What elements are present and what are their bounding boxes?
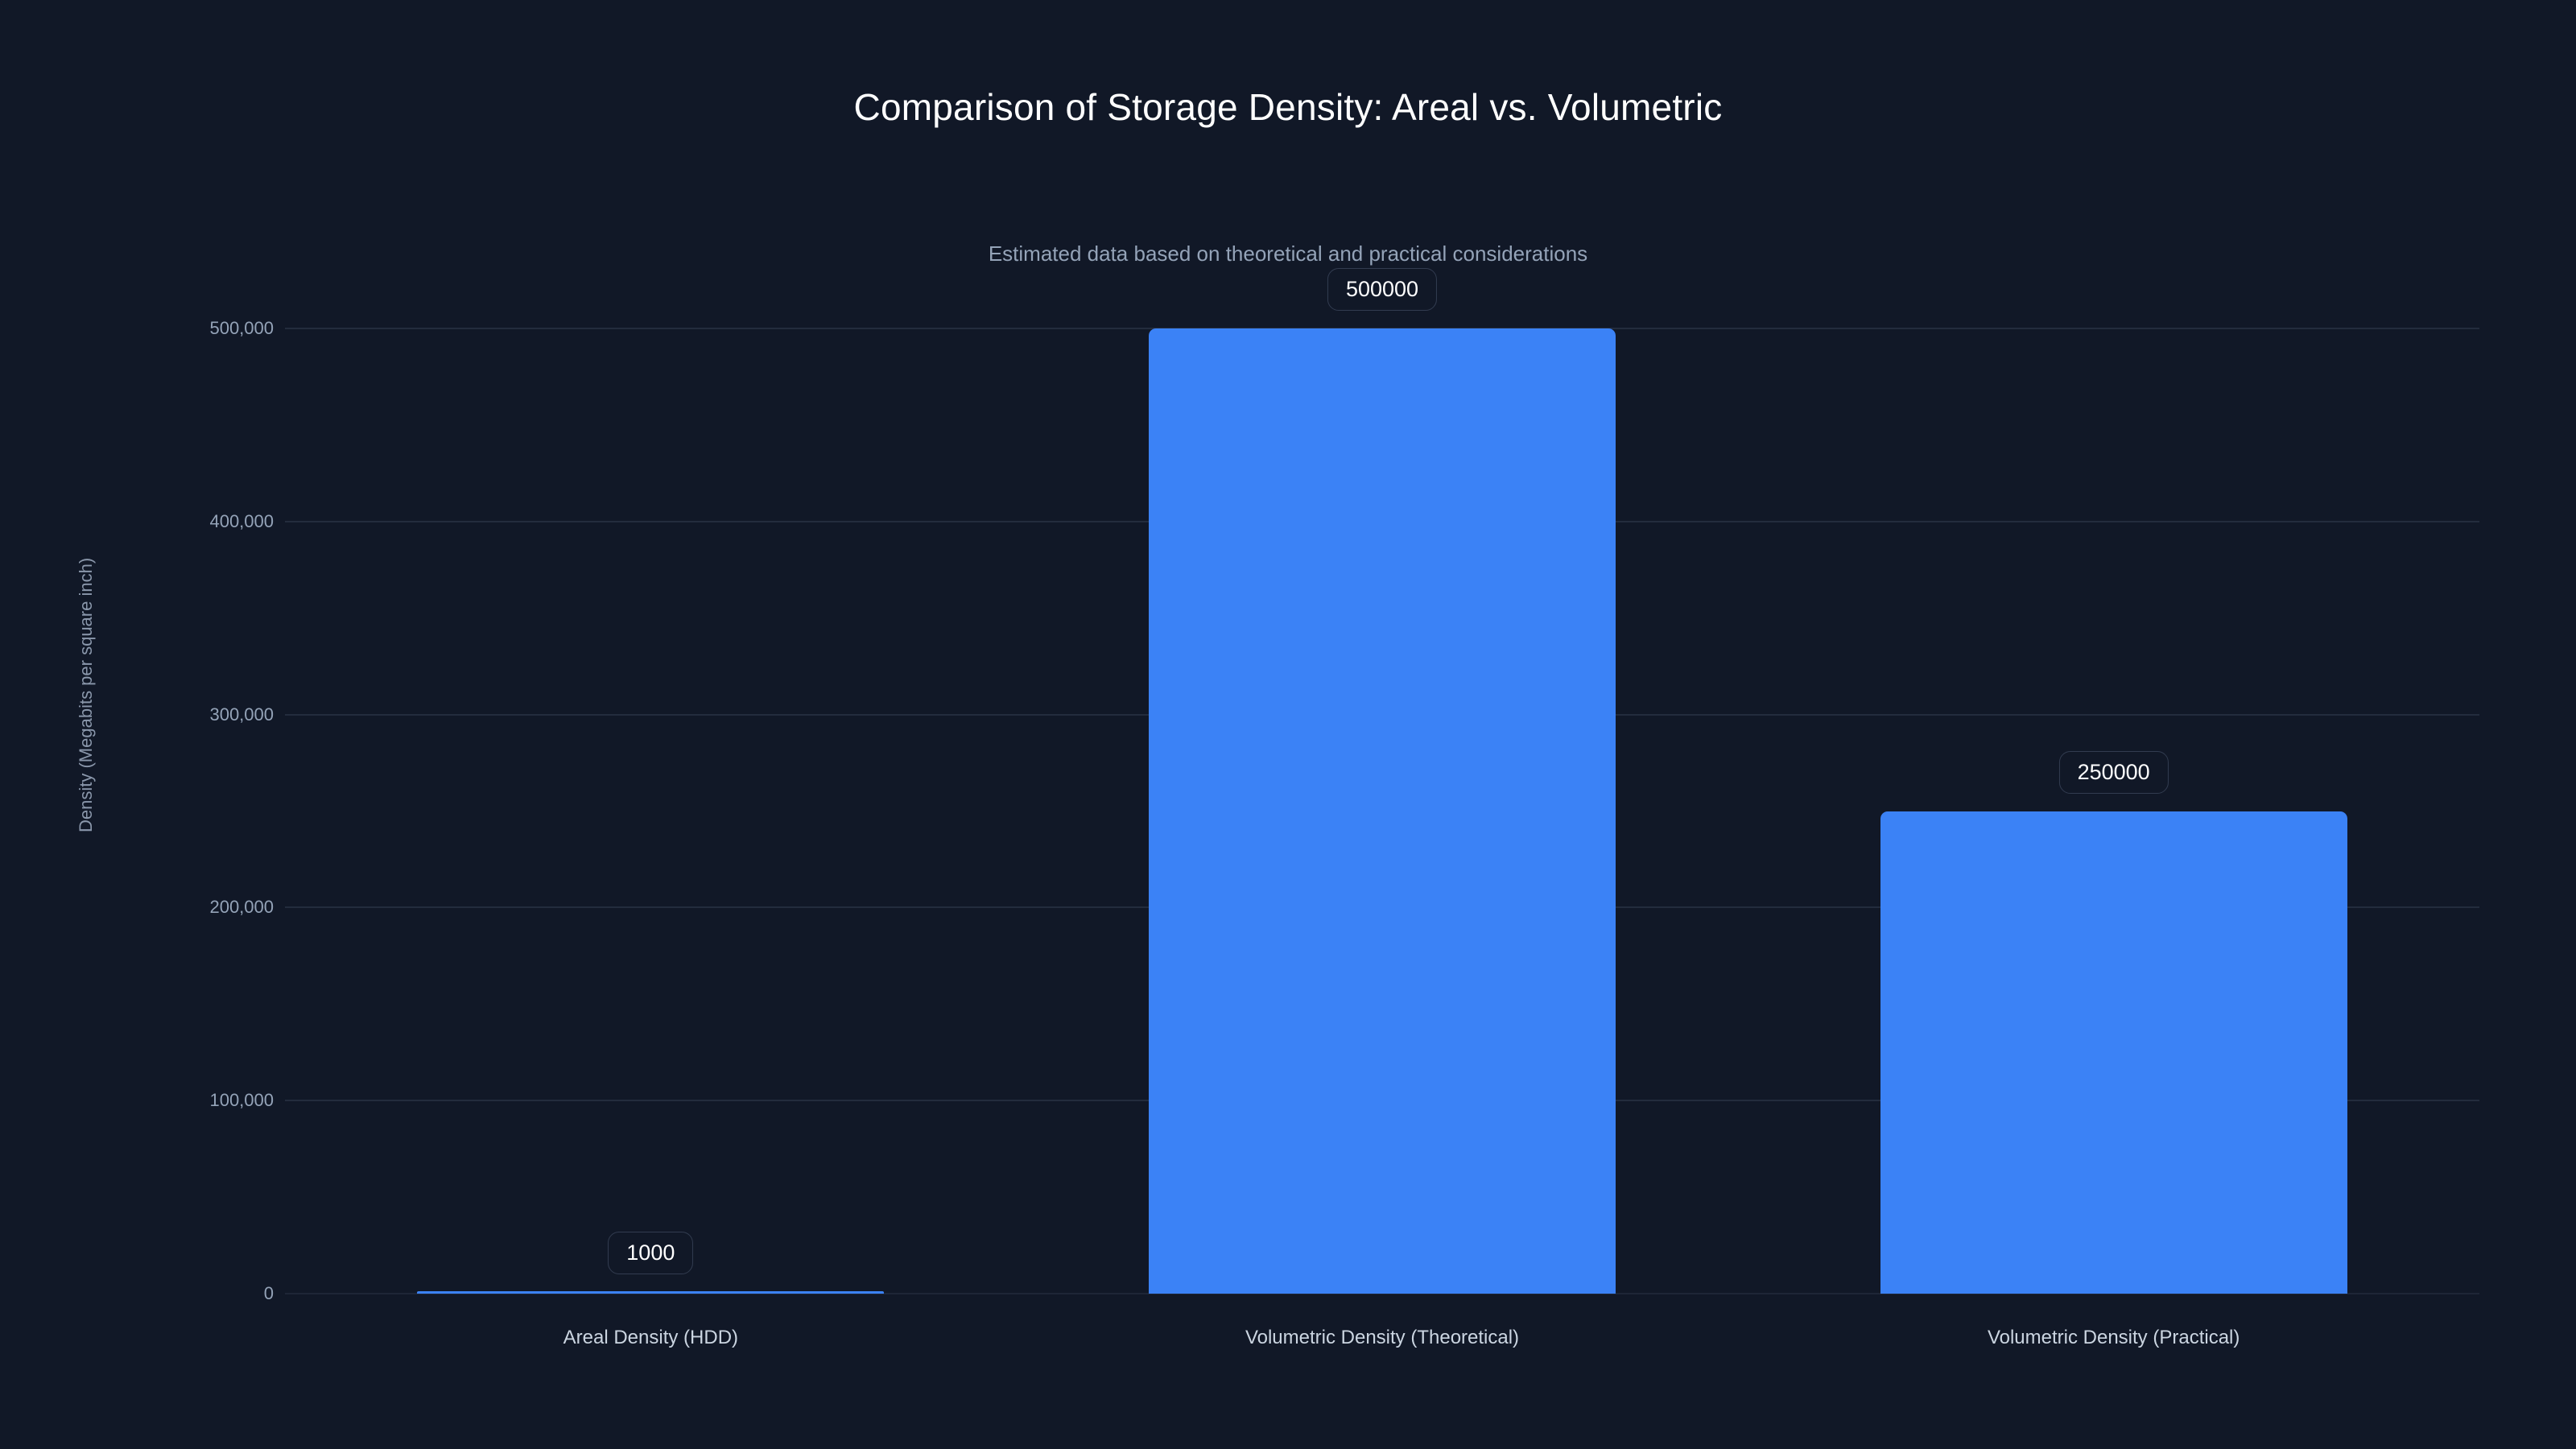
x-axis-tick-label: Areal Density (HDD)	[563, 1327, 739, 1348]
plot-area	[285, 328, 2479, 1294]
y-axis-tick-label: 100,000	[209, 1090, 274, 1111]
data-label: 500000	[1327, 268, 1438, 311]
gridline	[285, 1293, 2479, 1294]
chart-title: Comparison of Storage Density: Areal vs.…	[853, 86, 1723, 128]
bar[interactable]	[1149, 328, 1616, 1294]
data-label: 250000	[2058, 750, 2169, 794]
y-axis-title: Density (Megabits per square inch)	[76, 557, 96, 832]
data-label: 1000	[608, 1231, 694, 1274]
x-axis-tick-label: Volumetric Density (Practical)	[1987, 1327, 2240, 1348]
bar[interactable]	[417, 1291, 885, 1294]
y-axis-tick-label: 500,000	[209, 318, 274, 338]
bar[interactable]	[1880, 811, 2347, 1294]
y-axis-tick-label: 0	[263, 1283, 274, 1303]
y-axis-tick-label: 400,000	[209, 510, 274, 531]
y-axis-tick-label: 300,000	[209, 704, 274, 724]
y-axis-tick-label: 200,000	[209, 897, 274, 918]
chart-subtitle: Estimated data based on theoretical and …	[988, 242, 1588, 266]
x-axis-tick-label: Volumetric Density (Theoretical)	[1245, 1327, 1520, 1348]
